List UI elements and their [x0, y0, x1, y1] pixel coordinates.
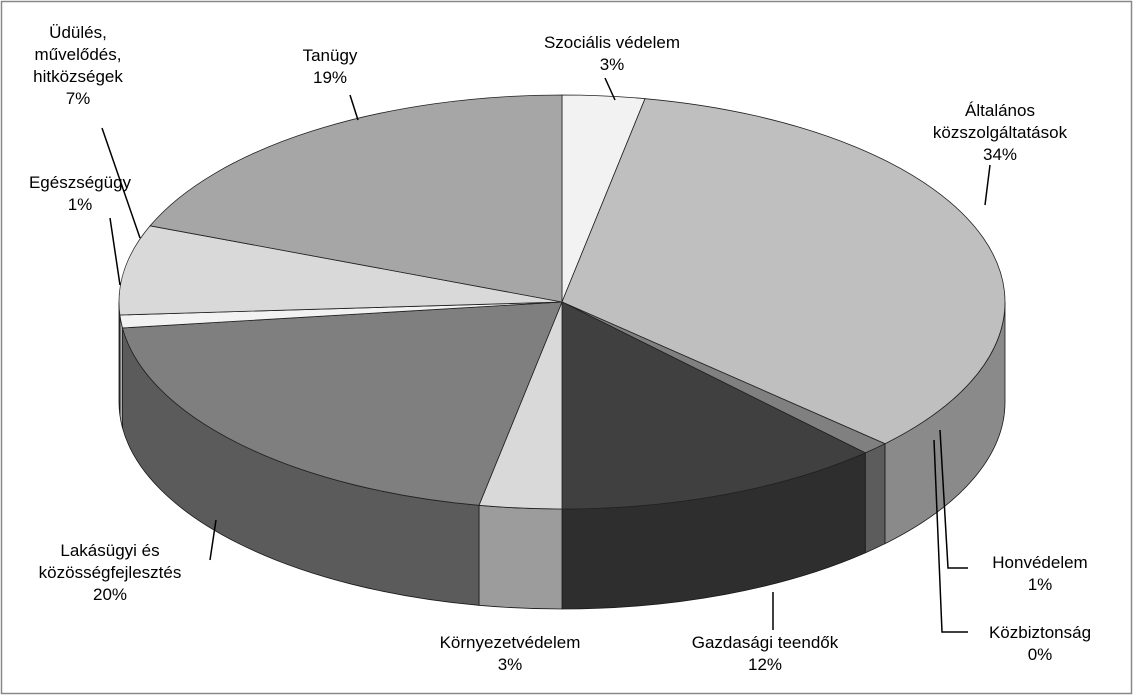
- leader-line: [604, 77, 616, 101]
- data-label: Közbiztonság 0%: [965, 622, 1115, 666]
- pie-slice: [118, 225, 563, 316]
- data-label: Lakásügyi és közösségfejlesztés 20%: [5, 540, 215, 606]
- pie-slice: [149, 94, 563, 303]
- data-label: Honvédelem 1%: [965, 552, 1115, 596]
- category-label: Általános közszolgáltatások: [932, 101, 1068, 142]
- value-label: 20%: [92, 585, 128, 604]
- value-label: 34%: [982, 145, 1018, 164]
- leader-line: [209, 519, 217, 561]
- pie-side: [478, 504, 563, 610]
- data-label: Környezetvédelem 3%: [410, 632, 610, 676]
- data-label: Általános közszolgáltatások 34%: [915, 100, 1085, 166]
- pie-slice: [561, 98, 1006, 445]
- category-label: Lakásügyi és közösségfejlesztés: [38, 541, 182, 582]
- value-label: 1%: [67, 195, 93, 214]
- data-label: Gazdasági teendők 12%: [665, 632, 865, 676]
- category-label: Üdülés, művelődés, hitközségek: [33, 23, 123, 86]
- data-label: Üdülés, művelődés, hitközségek 7%: [8, 22, 148, 110]
- leader-line: [109, 217, 121, 286]
- value-label: 3%: [497, 655, 523, 674]
- leader-line: [101, 127, 141, 239]
- value-label: 7%: [65, 89, 91, 108]
- leader-line: [933, 439, 968, 633]
- pie-tops: [118, 94, 1006, 510]
- category-label: Honvédelem: [992, 553, 1088, 572]
- value-label: 19%: [312, 68, 348, 87]
- value-label: 0%: [1027, 645, 1053, 664]
- leader-line: [984, 164, 991, 206]
- pie-slice: [121, 301, 563, 506]
- category-label: Tanügy: [302, 46, 358, 65]
- category-label: Közbiztonság: [988, 623, 1092, 642]
- category-label: Egészségügy: [28, 173, 132, 192]
- data-label: Tanügy 19%: [270, 45, 390, 89]
- data-label: Egészségügy 1%: [10, 172, 150, 216]
- category-label: Környezetvédelem: [439, 633, 581, 652]
- category-label: Szociális védelem: [543, 33, 681, 52]
- category-label: Gazdasági teendők: [691, 633, 839, 652]
- value-label: 1%: [1027, 575, 1053, 594]
- leader-lines: [101, 77, 991, 633]
- leader-line: [939, 429, 968, 569]
- value-label: 12%: [747, 655, 783, 674]
- pie-side: [864, 443, 886, 554]
- pie-slice: [561, 301, 867, 510]
- leader-line: [349, 94, 359, 121]
- value-label: 3%: [599, 55, 625, 74]
- data-label: Szociális védelem 3%: [502, 32, 722, 76]
- pie-side: [118, 301, 121, 416]
